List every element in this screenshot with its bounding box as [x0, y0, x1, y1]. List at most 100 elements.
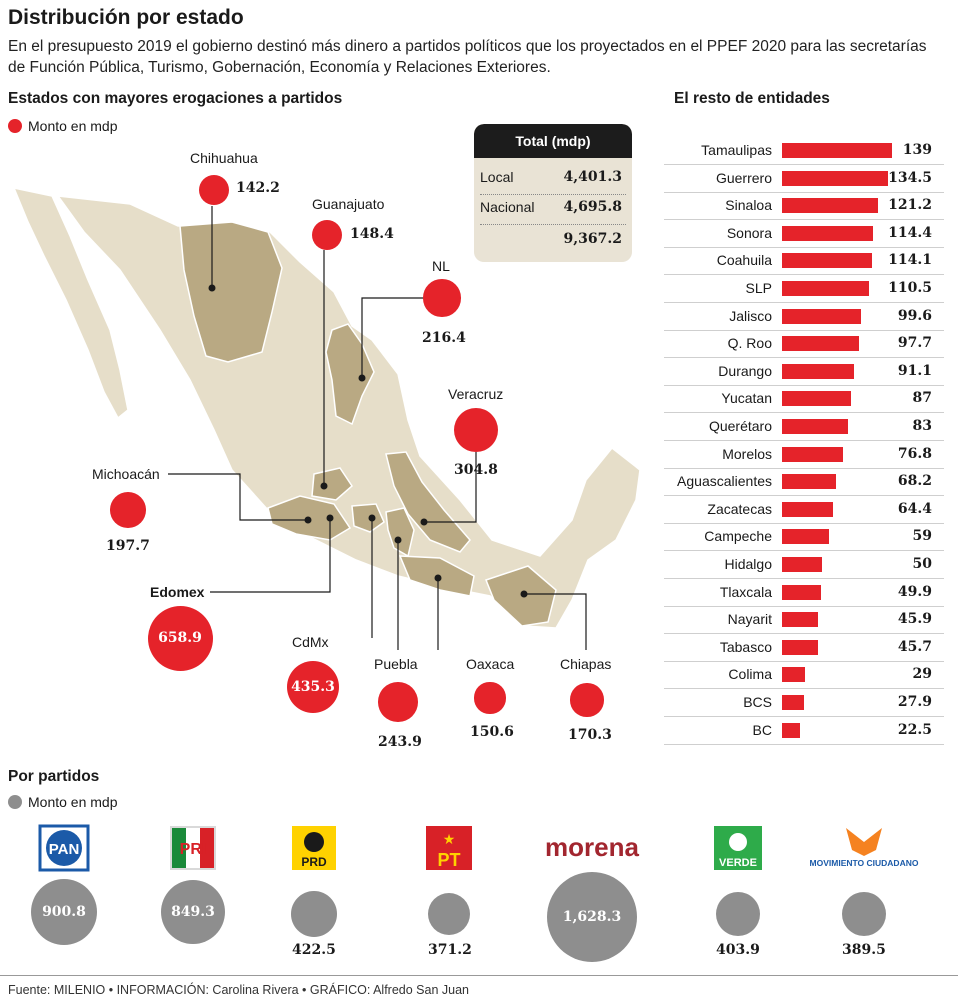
value-pri: 849.3: [171, 903, 215, 920]
bubble-cdmx: 435.3: [286, 660, 340, 714]
bar-label: Colima: [728, 666, 772, 683]
label-veracruz: Veracruz: [448, 386, 504, 402]
star-icon: ★: [443, 832, 456, 848]
bubble-veracruz: [453, 407, 499, 453]
bar-label: Yucatan: [721, 390, 772, 407]
bar-row: Guerrero 134.5: [664, 164, 944, 193]
bar-label: Tlaxcala: [719, 583, 772, 600]
bar-label: Aguascalientes: [677, 473, 772, 490]
label-guanajuato: Guanajuato: [312, 196, 385, 212]
bar-value: 110.5: [888, 280, 932, 296]
bar: [782, 667, 805, 683]
bubble-guanajuato: [311, 219, 343, 251]
label-cdmx: CdMx: [292, 634, 329, 650]
total-row-value: 4,401.3: [563, 169, 622, 185]
pt-logo-text: PT: [437, 850, 460, 870]
bar: [782, 308, 861, 324]
value-veracruz: 304.8: [454, 462, 498, 478]
value-nl: 216.4: [422, 330, 466, 346]
bubble-pan: 900.8: [30, 878, 98, 946]
bar-value: 97.7: [897, 335, 932, 352]
label-oaxaca: Oaxaca: [466, 656, 515, 672]
bar-label: Sinaloa: [725, 197, 772, 214]
bar: [782, 501, 833, 517]
bar-label: Durango: [718, 362, 772, 379]
bubble-puebla: [378, 682, 418, 722]
bar-row: BCS 27.9: [664, 688, 944, 717]
bar-value: 134.5: [888, 169, 932, 186]
bar: [782, 419, 848, 434]
bar-value: 27.9: [897, 694, 932, 710]
bubble-chihuahua: [198, 174, 230, 206]
bar-value: 121.2: [888, 197, 932, 214]
bar-value: 68.2: [897, 473, 932, 490]
value-edomex: 658.9: [158, 630, 202, 646]
bar-label: BCS: [743, 694, 772, 710]
value-mc: 389.5: [842, 942, 886, 958]
label-chiapas: Chiapas: [560, 656, 612, 672]
bar-value: 114.1: [888, 252, 932, 269]
bar-row: Morelos 76.8: [664, 440, 944, 469]
bar-value: 87: [912, 390, 932, 407]
value-puebla: 243.9: [378, 734, 422, 750]
total-row-label: Local: [480, 169, 514, 185]
parties-legend: Monto en mdp: [8, 794, 118, 810]
bar-label: Sonora: [726, 224, 772, 241]
mc-logo-text: MOVIMIENTO CIUDADANO: [810, 858, 919, 868]
total-row-sum: 9,367.2: [474, 226, 632, 254]
bar-label: Morelos: [722, 445, 772, 462]
bar-value: 114.4: [888, 224, 932, 241]
bubble-prd: [291, 891, 337, 937]
bar-label: Tabasco: [719, 638, 772, 655]
pri-logo-text: PRI: [180, 841, 207, 858]
bar-row: Sonora 114.4: [664, 219, 944, 248]
bar-row: Querétaro 83: [664, 412, 944, 441]
bar-row: Tlaxcala 49.9: [664, 578, 944, 607]
verde-logo-text: VERDE: [719, 857, 757, 869]
label-edomex: Edomex: [150, 584, 205, 600]
bar-value: 64.4: [897, 500, 932, 517]
bar-value: 49.9: [897, 583, 932, 600]
bar-row: Hidalgo 50: [664, 550, 944, 579]
bar: [782, 281, 870, 296]
parties-legend-label: Monto en mdp: [28, 794, 118, 810]
value-guanajuato: 148.4: [350, 226, 394, 242]
bar-value: 59: [912, 528, 932, 545]
bubble-morena: 1,628.3: [547, 872, 637, 962]
bar-label: Q. Roo: [727, 335, 772, 352]
bar: [782, 143, 892, 158]
bar-value: 50: [912, 556, 932, 572]
mexico-map: [12, 186, 641, 650]
total-row-value: 4,695.8: [563, 199, 622, 215]
bubble-nl: [423, 279, 461, 317]
prd-logo: PRD: [292, 826, 336, 870]
bar-row: Aguascalientes 68.2: [664, 467, 944, 497]
label-puebla: Puebla: [374, 656, 418, 672]
total-row-local: Local 4,401.3: [474, 164, 632, 192]
bar-label: Jalisco: [729, 307, 772, 324]
bar: [782, 336, 860, 352]
pan-logo: PAN: [38, 824, 90, 872]
bar-value: 91.1: [897, 362, 932, 379]
bar-label: Guerrero: [715, 169, 772, 186]
bar: [782, 584, 822, 600]
bar-label: Coahuila: [716, 252, 772, 269]
bar-value: 76.8: [897, 445, 932, 462]
bar: [782, 170, 889, 186]
bar-label: Nayarit: [727, 611, 772, 628]
bar: [782, 474, 836, 490]
parties-section-heading: Por partidos: [8, 768, 100, 785]
bar-label: Zacatecas: [707, 500, 772, 517]
value-cdmx: 435.3: [291, 678, 335, 695]
bar-label: Hidalgo: [724, 556, 772, 572]
value-pt: 371.2: [428, 942, 472, 958]
map-state-guanajuato: [311, 467, 353, 501]
total-row-nacional: Nacional 4,695.8: [474, 194, 632, 222]
value-pan: 900.8: [42, 903, 86, 920]
gray-dot-icon: [8, 795, 22, 809]
bar-row: Sinaloa 121.2: [664, 191, 944, 221]
prd-logo-text: PRD: [301, 855, 327, 869]
label-nl: NL: [432, 258, 450, 274]
total-row-label: Nacional: [480, 199, 535, 215]
red-dot-icon: [8, 119, 22, 133]
